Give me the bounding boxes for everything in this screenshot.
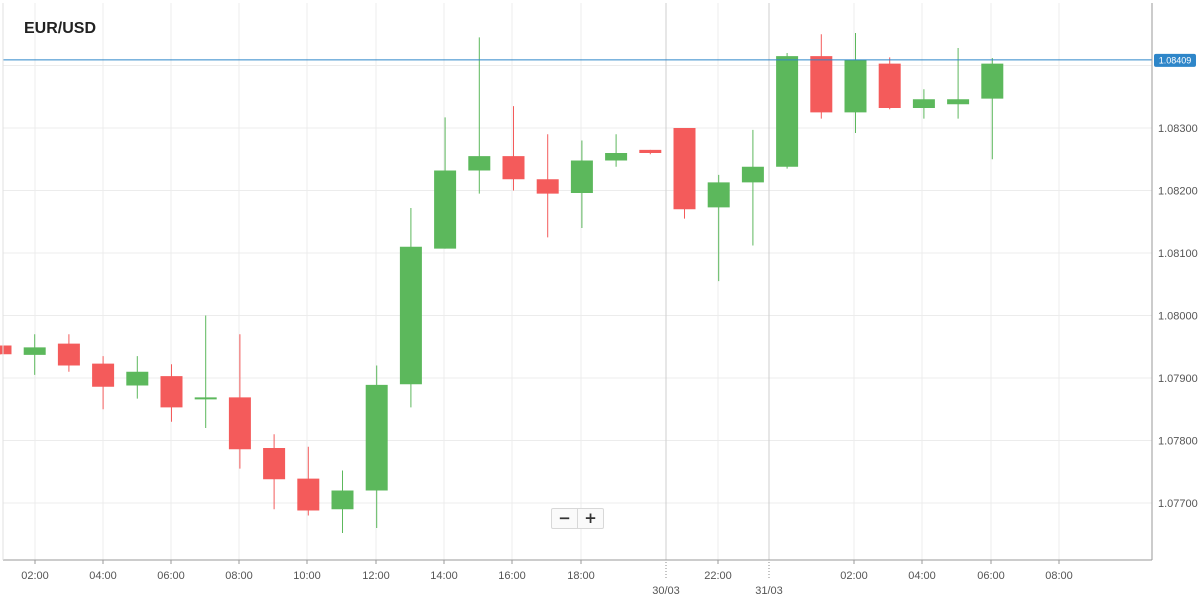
candle-up [605, 134, 628, 167]
y-tick-label: 1.08100 [1158, 248, 1198, 260]
candle-up [776, 53, 799, 169]
candle-up [126, 356, 149, 399]
candle-body [639, 149, 662, 153]
candle-body [194, 397, 217, 400]
chart-title: EUR/USD [24, 20, 96, 37]
candle-body [741, 166, 764, 183]
candle-body [878, 63, 901, 108]
candle-body [92, 363, 115, 387]
date-label: 31/03 [755, 585, 783, 597]
current-price-tag [1154, 53, 1196, 67]
candle-up [570, 140, 593, 228]
candle-body [365, 384, 388, 491]
candle-body [297, 478, 320, 511]
candle-body [126, 371, 149, 386]
candle-body [57, 343, 80, 366]
candle-up [912, 89, 935, 119]
candle-down [297, 446, 320, 516]
candle-up [399, 208, 422, 408]
x-tick-label: 10:00 [293, 570, 321, 582]
x-tick-label: 06:00 [157, 570, 185, 582]
candle-down [228, 334, 251, 469]
candle-body [673, 128, 696, 210]
candle-down [160, 364, 183, 422]
candle-down [878, 57, 901, 110]
candle-body [468, 156, 491, 171]
candle-body [981, 63, 1004, 99]
x-tick-label: 06:00 [977, 570, 1005, 582]
candle-up [707, 174, 730, 282]
candle-down [810, 34, 833, 119]
y-tick-label: 1.08000 [1158, 311, 1198, 323]
candle-body [434, 170, 457, 249]
candle-body [263, 448, 286, 480]
x-tick-label: 18:00 [567, 570, 595, 582]
x-tick-label: 16:00 [498, 570, 526, 582]
x-tick-label: 12:00 [362, 570, 390, 582]
zoom-divider [577, 509, 578, 528]
candle-down [639, 149, 662, 155]
candle-up [23, 334, 46, 375]
x-tick-label: 14:00 [430, 570, 458, 582]
candle-down [0, 345, 12, 355]
y-tick-label: 1.07700 [1158, 498, 1198, 510]
candle-body [912, 99, 935, 108]
candle-body [570, 160, 593, 193]
zoom-in-button[interactable]: + [578, 509, 603, 528]
candle-up [947, 48, 970, 119]
x-tick-label: 08:00 [1045, 570, 1073, 582]
candle-down [263, 434, 286, 510]
candle-down [536, 134, 559, 238]
y-tick-label: 1.08300 [1158, 123, 1198, 135]
candle-up [468, 37, 491, 194]
candle-up [194, 315, 217, 428]
candle-up [331, 470, 354, 533]
zoom-control: − + [551, 508, 604, 529]
axes: 1.08300 1.08200 1.08100 1.08000 1.07900 1.078… [2, 3, 1198, 597]
candle-body [502, 156, 525, 180]
candle-body [810, 56, 833, 113]
candle-down [92, 356, 115, 410]
candle-up [434, 117, 457, 249]
x-tick-label: 04:00 [908, 570, 936, 582]
y-tick-label: 1.08200 [1158, 186, 1198, 198]
candles [0, 33, 1152, 533]
candle-body [776, 56, 799, 167]
candle-body [0, 345, 12, 355]
candle-body [707, 182, 730, 208]
candle-body [399, 246, 422, 385]
candle-up [981, 58, 1004, 160]
y-tick-label: 1.07900 [1158, 373, 1198, 385]
candle-down [57, 334, 80, 372]
y-tick-label: 1.07800 [1158, 436, 1198, 448]
x-tick-label: 22:00 [704, 570, 732, 582]
candle-body [228, 397, 251, 450]
candle-body [23, 347, 46, 355]
candle-body [844, 59, 867, 113]
candle-body [536, 179, 559, 194]
candle-body [605, 153, 628, 161]
x-tick-label: 08:00 [225, 570, 253, 582]
candle-body [331, 490, 354, 510]
date-label: 30/03 [652, 585, 680, 597]
candle-down [673, 128, 696, 219]
x-tick-label: 02:00 [840, 570, 868, 582]
x-tick-label: 04:00 [89, 570, 117, 582]
zoom-out-button[interactable]: − [552, 509, 577, 528]
candle-up [365, 365, 388, 528]
grid [3, 3, 1152, 560]
x-tick-label: 02:00 [21, 570, 49, 582]
candle-body [947, 99, 970, 105]
candle-down [502, 106, 525, 191]
candle-body [160, 376, 183, 408]
current-price-label: 1.08409 [1159, 55, 1192, 65]
candle-up [844, 33, 867, 133]
candle-up [741, 129, 764, 246]
